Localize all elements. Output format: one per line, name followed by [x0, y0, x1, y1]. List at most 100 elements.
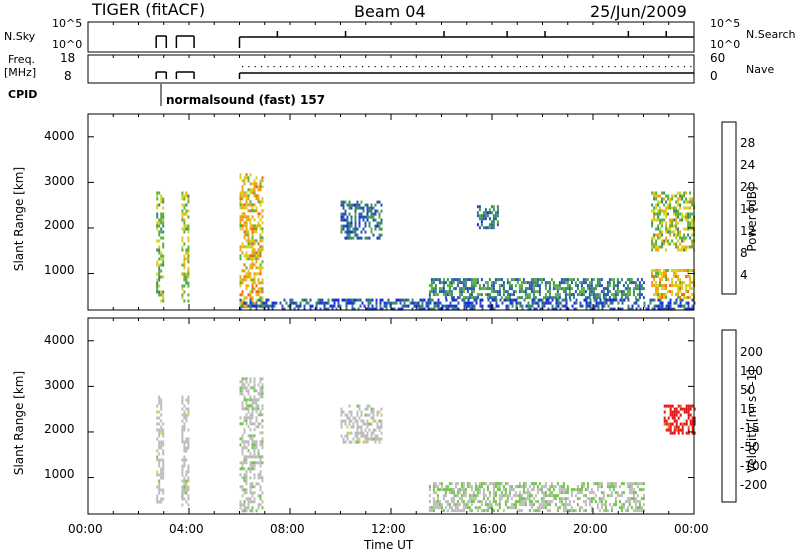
nave-dot: [242, 66, 244, 68]
echo-cell: [239, 298, 242, 302]
echo-cell: [647, 304, 650, 308]
echo-cell: [160, 467, 163, 471]
echo-cell: [627, 307, 630, 311]
echo-cell: [185, 470, 188, 474]
echo-cell: [600, 491, 603, 495]
echo-cell: [657, 245, 660, 249]
echo-cell: [671, 224, 674, 228]
echo-cell: [466, 506, 469, 510]
echo-cell: [380, 425, 383, 429]
echo-cell: [642, 296, 645, 300]
echo-cell: [245, 497, 248, 501]
echo-cell: [492, 220, 495, 224]
echo-cell: [683, 245, 686, 249]
echo-cell: [249, 413, 252, 417]
echo-cell: [677, 287, 680, 290]
echo-cell: [540, 281, 543, 285]
echo-cell: [486, 506, 489, 510]
echo-cell: [693, 416, 696, 420]
echo-cell: [241, 377, 244, 381]
echo-cell: [443, 304, 446, 308]
echo-cell: [579, 304, 582, 308]
echo-cell: [253, 389, 256, 393]
echo-cell: [259, 440, 262, 444]
echo-cell: [454, 509, 457, 513]
echo-cell: [259, 224, 262, 228]
echo-cell: [442, 494, 445, 498]
echo-cell: [681, 197, 684, 201]
echo-cell: [638, 509, 641, 513]
echo-cell: [247, 176, 250, 180]
echo-cell: [527, 301, 530, 305]
echo-cell: [669, 298, 672, 302]
echo-cell: [620, 491, 623, 495]
echo-cell: [667, 239, 670, 243]
echo-cell: [370, 206, 373, 210]
echo-cell: [671, 404, 674, 408]
echo-cell: [253, 248, 256, 252]
echo-cell: [185, 416, 188, 420]
echo-cell: [685, 275, 688, 278]
echo-cell: [681, 239, 684, 243]
echo-cell: [448, 293, 451, 297]
echo-cell: [183, 224, 186, 228]
echo-cell: [673, 269, 676, 272]
echo-cell: [349, 301, 352, 305]
echo-cell: [160, 497, 163, 501]
echo-cell: [572, 509, 575, 513]
echo-cell: [259, 251, 262, 255]
echo-cell: [586, 284, 589, 288]
echo-cell: [548, 503, 551, 507]
echo-cell: [600, 503, 603, 507]
echo-cell: [456, 506, 459, 510]
echo-cell: [247, 293, 250, 297]
echo-cell: [445, 304, 448, 308]
echo-cell: [187, 248, 190, 252]
echo-cell: [243, 416, 246, 420]
echo-cell: [158, 464, 161, 468]
echo-cell: [532, 497, 535, 501]
echo-cell: [693, 431, 696, 435]
echo-cell: [239, 503, 242, 507]
echo-cell: [432, 509, 435, 513]
echo-cell: [479, 298, 482, 302]
echo-cell: [522, 281, 525, 285]
echo-cell: [526, 287, 529, 291]
echo-cell: [255, 410, 258, 414]
echo-cell: [683, 191, 686, 195]
echo-cell: [496, 214, 499, 218]
echo-cell: [677, 200, 680, 204]
echo-cell: [476, 506, 479, 510]
echo-cell: [651, 224, 654, 228]
echo-cell: [618, 281, 621, 285]
echo-cell: [636, 494, 639, 498]
echo-cell: [651, 239, 654, 243]
echo-cell: [534, 500, 537, 504]
echo-cell: [243, 301, 246, 305]
echo-cell: [181, 497, 184, 501]
nave-dot: [254, 66, 256, 68]
echo-cell: [374, 227, 377, 231]
echo-cell: [653, 191, 656, 195]
echo-cell: [249, 301, 252, 305]
echo-cell: [657, 218, 660, 222]
echo-cell: [241, 269, 244, 273]
echo-cell: [669, 284, 672, 287]
echo-cell: [380, 203, 383, 207]
echo-cell: [492, 482, 495, 486]
echo-cell: [504, 500, 507, 504]
echo-cell: [257, 383, 260, 387]
echo-cell: [255, 290, 258, 294]
echo-cell: [452, 491, 455, 495]
echo-cell: [620, 293, 623, 297]
echo-cell: [685, 290, 688, 293]
echo-cell: [245, 476, 248, 480]
echo-cell: [415, 301, 418, 305]
echo-cell: [249, 239, 252, 243]
echo-cell: [568, 287, 571, 291]
echo-cell: [245, 389, 248, 393]
echo-cell: [602, 503, 605, 507]
echo-cell: [691, 239, 694, 243]
echo-cell: [356, 413, 359, 417]
echo-cell: [434, 491, 437, 495]
